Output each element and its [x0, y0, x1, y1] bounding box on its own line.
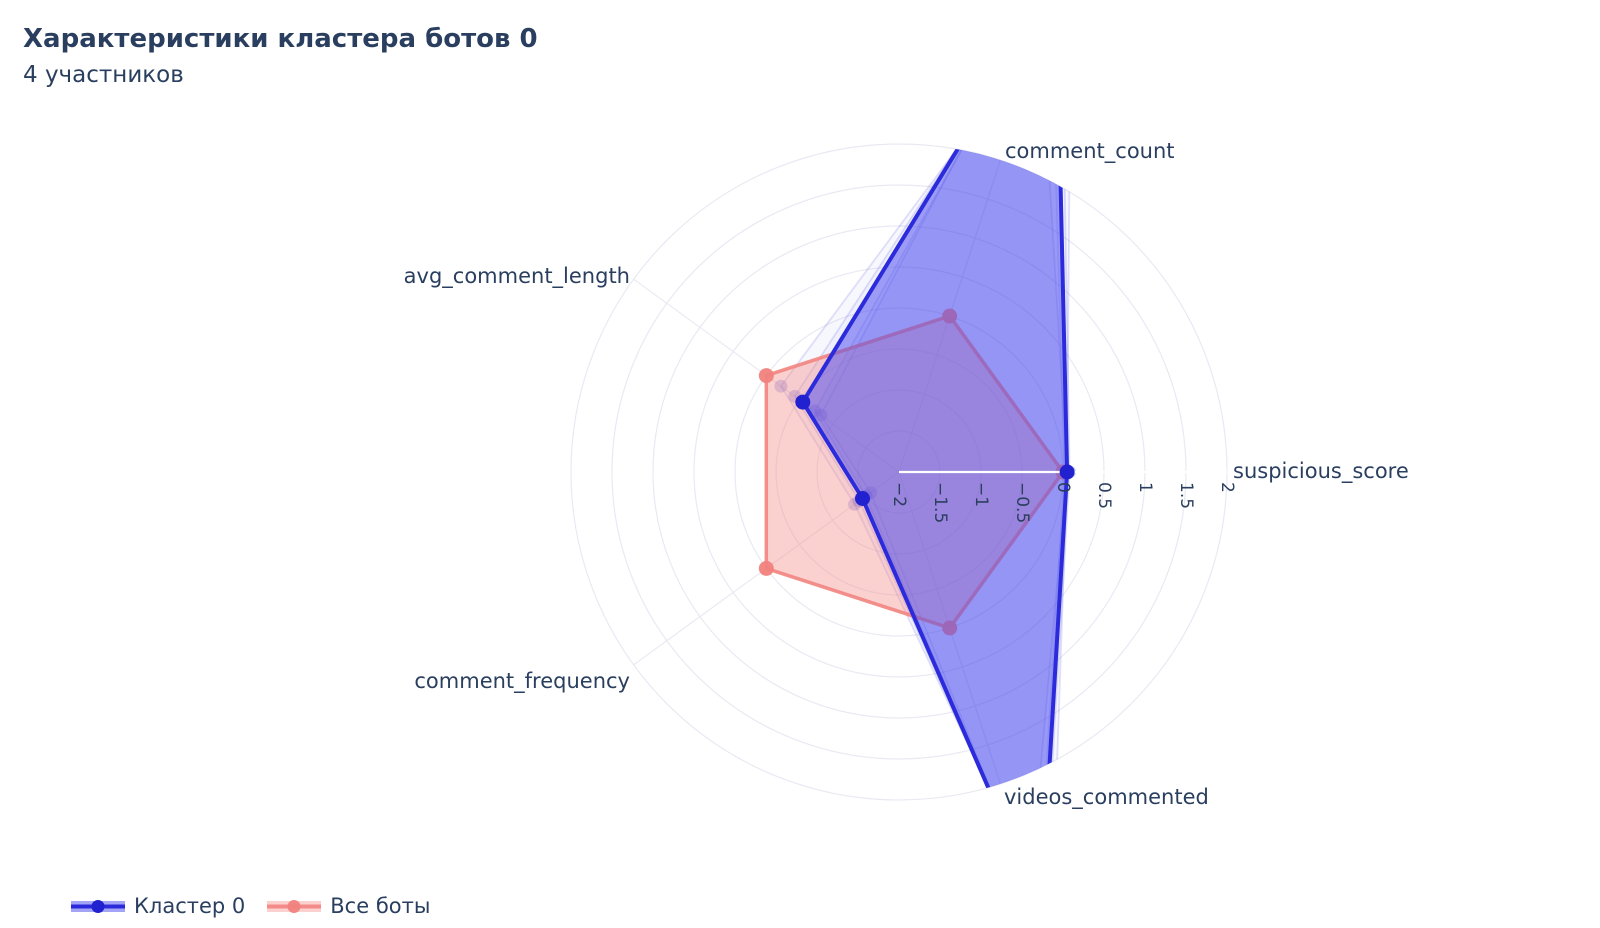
axis-label-suspicious_score: suspicious_score — [1233, 459, 1409, 484]
member-marker — [774, 379, 788, 393]
member-marker — [1045, 0, 1058, 11]
chart-subtitle: 4 участников — [23, 62, 184, 88]
radial-tick-label: 0 — [1053, 482, 1073, 493]
radial-tick-label: −2 — [889, 482, 909, 507]
radial-tick-label: −1 — [971, 482, 991, 507]
legend-label-all-bots: Все боты — [330, 894, 431, 918]
radial-tick-label: −1.5 — [930, 482, 950, 523]
legend-item-cluster-0[interactable]: Кластер 0 — [71, 894, 245, 918]
axis-label-comment_count: comment_count — [1005, 139, 1175, 164]
legend: Кластер 0 Все боты — [71, 894, 430, 918]
category-labels: suspicious_score comment_count avg_comment… — [404, 139, 1409, 810]
member-marker — [1037, 910, 1050, 923]
legend-swatch-all-bots — [267, 900, 322, 913]
radial-tick-label: 1 — [1135, 482, 1155, 493]
trace-cluster-0 — [800, 144, 1070, 800]
member-marker — [1032, 894, 1045, 907]
legend-item-all-bots[interactable]: Все боты — [267, 894, 430, 918]
radial-tick-label: 2 — [1217, 482, 1237, 493]
radial-tick-label: −0.5 — [1012, 482, 1032, 523]
marker-cluster-0 — [855, 491, 871, 507]
marker-cluster-0 — [1059, 464, 1075, 480]
marker-all-bots — [758, 560, 774, 576]
cluster-0-markers-layer — [795, 394, 1075, 916]
traces-layer — [758, 0, 1077, 923]
radial-tick-labels: −2 −1.5 −1 −0.5 0 0.5 1 1.5 2 — [889, 482, 1237, 523]
member-marker — [1024, 871, 1037, 884]
marker-all-bots — [758, 368, 774, 384]
axis-label-comment_frequency: comment_frequency — [414, 669, 630, 694]
axis-label-avg_comment_length: avg_comment_length — [404, 264, 630, 289]
chart-title: Характеристики кластера ботов 0 — [23, 24, 538, 54]
radial-tick-label: 0.5 — [1094, 482, 1114, 509]
marker-cluster-0 — [795, 394, 811, 410]
legend-label-cluster-0: Кластер 0 — [134, 894, 246, 918]
legend-marker-sample — [287, 900, 301, 913]
legend-swatch-cluster-0 — [71, 900, 125, 913]
member-marker — [1034, 29, 1047, 42]
legend-marker-sample — [91, 900, 105, 913]
marker-cluster-0 — [1033, 901, 1048, 916]
radial-tick-label: 1.5 — [1176, 482, 1196, 509]
axis-label-videos_commented: videos_commented — [1004, 785, 1209, 810]
